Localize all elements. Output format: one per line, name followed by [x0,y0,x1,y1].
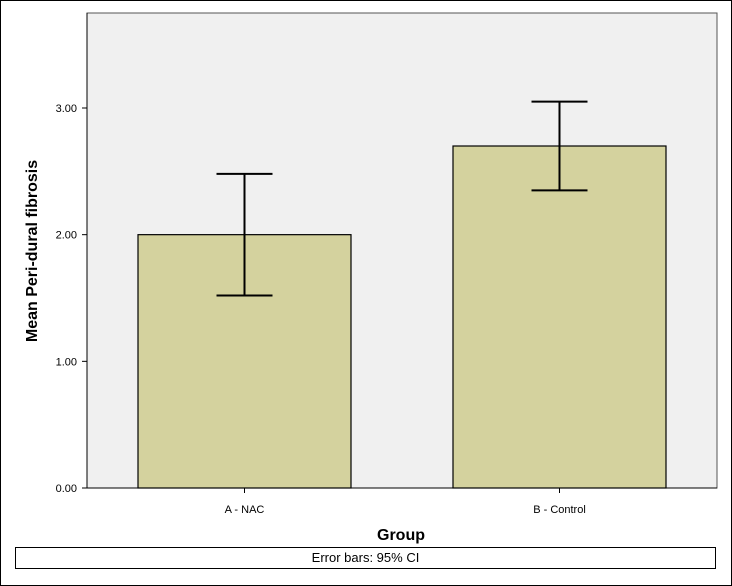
x-tick-label: B - Control [533,504,586,516]
x-axis-title: Group [377,527,425,544]
y-tick-label: 0.00 [56,483,77,495]
x-tick-label: A - NAC [225,504,265,516]
y-axis-title: Mean Peri-dural fibrosis [24,160,41,342]
y-tick-label: 2.00 [56,230,77,242]
bar-1 [452,145,667,489]
y-tick-label: 1.00 [56,356,77,368]
error-bars-footnote: Error bars: 95% CI [15,547,716,569]
y-tick-label: 3.00 [56,103,77,115]
